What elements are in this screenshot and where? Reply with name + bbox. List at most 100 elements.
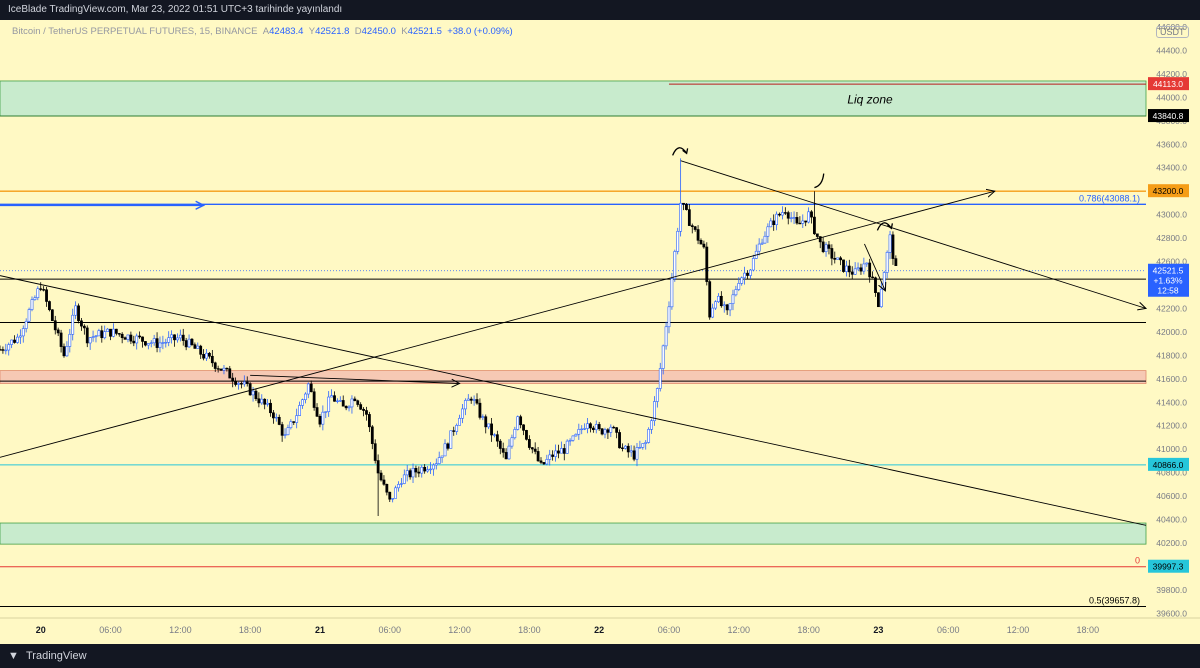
candle-body bbox=[751, 258, 755, 271]
tradingview-logo-icon[interactable]: ▼ bbox=[8, 650, 19, 662]
candle-body bbox=[574, 433, 578, 437]
candle-body bbox=[725, 304, 729, 311]
price-tick-label: 42200.0 bbox=[1156, 303, 1187, 313]
candle-body bbox=[728, 303, 732, 311]
time-tick-label: 18:00 bbox=[239, 625, 262, 635]
time-tick-label: 22 bbox=[594, 625, 604, 635]
candle-body bbox=[847, 265, 851, 273]
candle-body bbox=[245, 381, 249, 384]
price-tick-label: 43400.0 bbox=[1156, 163, 1187, 173]
candle-body bbox=[481, 416, 485, 418]
candle-body bbox=[734, 289, 738, 296]
candle-body bbox=[862, 263, 866, 272]
candle-body bbox=[152, 338, 156, 344]
ohlc-close-label: K bbox=[401, 26, 408, 37]
candle-body bbox=[24, 320, 28, 329]
candle-body bbox=[30, 299, 34, 310]
candle-body bbox=[272, 412, 275, 419]
price-tick-label: 44600.0 bbox=[1156, 22, 1187, 32]
candle-body bbox=[827, 244, 831, 249]
candle-body bbox=[647, 429, 651, 443]
candle-body bbox=[356, 400, 360, 405]
candle-body bbox=[42, 289, 46, 291]
currency-badge[interactable]: USDT bbox=[1156, 26, 1189, 38]
candle-body bbox=[463, 400, 467, 410]
candles-group bbox=[0, 158, 898, 516]
price-tick-label: 43600.0 bbox=[1156, 139, 1187, 149]
candle-body bbox=[36, 288, 40, 298]
candle-body bbox=[181, 334, 185, 341]
candle-body bbox=[885, 252, 889, 273]
candle-body bbox=[618, 432, 621, 449]
candle-body bbox=[760, 242, 764, 245]
candle-body bbox=[106, 328, 110, 332]
candle-body bbox=[45, 289, 48, 302]
candle-body bbox=[97, 330, 101, 337]
candle-body bbox=[210, 355, 214, 364]
candle-body bbox=[59, 332, 63, 347]
candle-body bbox=[775, 213, 779, 226]
candle-body bbox=[312, 391, 316, 408]
price-tick-label: 44400.0 bbox=[1156, 45, 1187, 55]
candle-body bbox=[370, 426, 374, 444]
price-tick-label: 44000.0 bbox=[1156, 92, 1187, 102]
candle-body bbox=[757, 243, 761, 252]
candle-body bbox=[228, 368, 232, 379]
price-axis-badge-text: 39997.3 bbox=[1153, 562, 1184, 572]
candle-body bbox=[740, 277, 744, 284]
trendline-0 bbox=[0, 275, 1147, 526]
candle-body bbox=[254, 390, 258, 400]
price-axis-badge bbox=[1148, 559, 1189, 573]
candle-body bbox=[815, 233, 819, 237]
candle-body bbox=[321, 411, 325, 425]
price-axis-badge bbox=[1148, 109, 1189, 123]
candle-body bbox=[10, 339, 14, 345]
candle-body bbox=[202, 354, 206, 359]
candle-body bbox=[545, 459, 549, 465]
trendline-1 bbox=[0, 191, 995, 458]
pullback-arrow bbox=[864, 243, 885, 291]
candle-body bbox=[871, 276, 874, 279]
candle-body bbox=[274, 416, 278, 419]
candle-body bbox=[135, 335, 139, 344]
candle-body bbox=[173, 334, 176, 341]
candle-body bbox=[161, 342, 165, 344]
price-tick-label: 43000.0 bbox=[1156, 210, 1187, 220]
candle-body bbox=[641, 443, 645, 448]
candle-body bbox=[114, 328, 118, 334]
candle-body bbox=[469, 398, 473, 401]
candle-body bbox=[746, 272, 749, 276]
symbol-name[interactable]: Bitcoin / TetherUS PERPETUAL FUTURES, 15… bbox=[12, 26, 258, 37]
candle-body bbox=[557, 450, 560, 454]
candle-body bbox=[693, 226, 697, 230]
candle-body bbox=[562, 448, 566, 454]
candle-body bbox=[158, 342, 162, 348]
candle-body bbox=[879, 288, 883, 308]
candle-body bbox=[443, 443, 447, 457]
candle-body bbox=[225, 367, 229, 370]
candle-body bbox=[260, 398, 264, 404]
candle-body bbox=[786, 212, 790, 219]
ohlc-low-value: 42450.0 bbox=[361, 26, 396, 37]
candle-body bbox=[324, 411, 328, 413]
candle-body bbox=[48, 301, 51, 311]
time-tick-label: 20 bbox=[36, 625, 46, 635]
candle-body bbox=[33, 297, 37, 300]
curve-arrow-mid bbox=[814, 173, 825, 189]
candle-body bbox=[548, 454, 552, 460]
candle-body bbox=[743, 272, 747, 279]
publisher-text: IceBlade TradingView.com, Mar 23, 2022 0… bbox=[8, 4, 343, 15]
candle-body bbox=[429, 468, 432, 471]
candle-body bbox=[437, 457, 441, 464]
candle-body bbox=[792, 217, 796, 219]
price-chart[interactable]: 0.786(43088.1) 0 0.5(39657.8) Liq zone 39600… bbox=[0, 20, 1200, 644]
time-tick-label: 18:00 bbox=[1077, 625, 1100, 635]
price-tick-label: 39800.0 bbox=[1156, 585, 1187, 595]
candle-body bbox=[487, 423, 491, 428]
candle-body bbox=[109, 328, 112, 337]
candle-body bbox=[690, 225, 694, 227]
candle-body bbox=[402, 474, 406, 484]
tradingview-brand[interactable]: TradingView bbox=[26, 650, 87, 662]
candle-body bbox=[522, 424, 525, 431]
